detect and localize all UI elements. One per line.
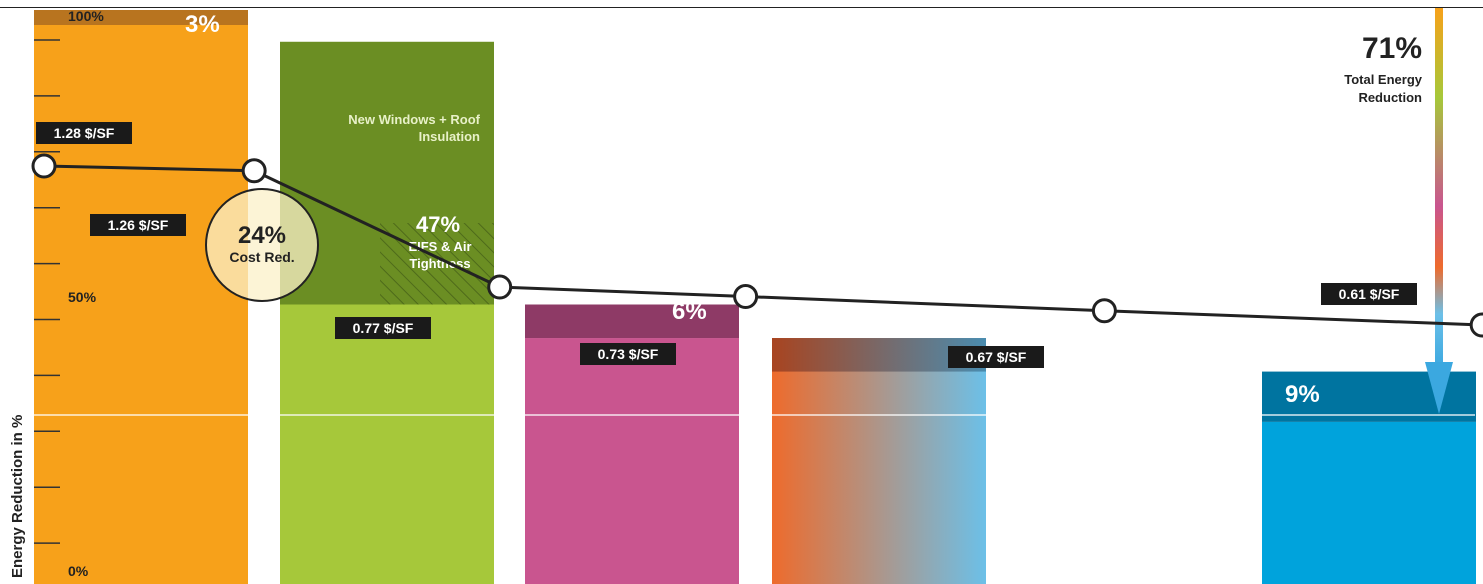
step-reduction-label: 9% bbox=[1285, 381, 1320, 408]
step-reduction-label: 6% bbox=[1163, 341, 1198, 368]
cost-point bbox=[1469, 312, 1483, 338]
y-tick-label: 100% bbox=[68, 8, 104, 24]
total-arrow-head bbox=[1425, 362, 1453, 414]
cost-label: 0.73 $/SF bbox=[598, 346, 659, 362]
total-energy-value: 71% bbox=[1362, 32, 1422, 65]
step-reduction-label: 6% bbox=[672, 298, 707, 325]
cost-label: 0.67 $/SF bbox=[966, 349, 1027, 365]
cost-label: 1.26 $/SF bbox=[108, 217, 169, 233]
cost-point bbox=[241, 158, 267, 184]
bar-baseline-reduction bbox=[34, 10, 248, 25]
bar-2 bbox=[525, 338, 739, 584]
cost-point bbox=[487, 274, 513, 300]
cost-label-box bbox=[90, 214, 186, 236]
y-axis-label: Energy Reduction in % bbox=[9, 415, 26, 578]
cost-reduction-circle bbox=[205, 188, 319, 302]
cost-label-box bbox=[1321, 283, 1417, 305]
cost-label-box bbox=[335, 317, 431, 339]
cost-label-box bbox=[36, 122, 132, 144]
total-energy-text: Total Energy Reduction bbox=[1344, 72, 1423, 105]
cost-point bbox=[733, 284, 759, 310]
bar-4 bbox=[1262, 421, 1476, 584]
cost-line bbox=[43, 164, 1483, 327]
y-tick-label: 50% bbox=[68, 289, 97, 305]
step-reduction-label: 47% bbox=[416, 212, 460, 237]
bar-2-reduction bbox=[525, 304, 739, 339]
annotation-windows-roof: New Windows + Roof Insulation bbox=[348, 112, 480, 144]
total-arrow-shaft bbox=[1435, 8, 1443, 368]
cost-reduction-value: 24% bbox=[238, 222, 286, 249]
cost-point bbox=[1091, 298, 1117, 324]
y-tick-label: 0% bbox=[68, 563, 89, 579]
cost-label-box bbox=[948, 346, 1044, 368]
cost-label-box bbox=[580, 343, 676, 365]
bar-baseline bbox=[34, 25, 248, 584]
cost-label: 1.28 $/SF bbox=[54, 125, 115, 141]
bar-eifs-hatch bbox=[380, 223, 494, 305]
bar-windows-roof bbox=[280, 304, 494, 584]
cost-point bbox=[31, 153, 57, 179]
cost-label: 0.77 $/SF bbox=[353, 320, 414, 336]
cost-label: 0.61 $/SF bbox=[1339, 286, 1400, 302]
cost-reduction-text: Cost Red. bbox=[229, 249, 294, 265]
bar-heating bbox=[772, 338, 986, 584]
step-reduction-label: 3% bbox=[185, 11, 220, 38]
